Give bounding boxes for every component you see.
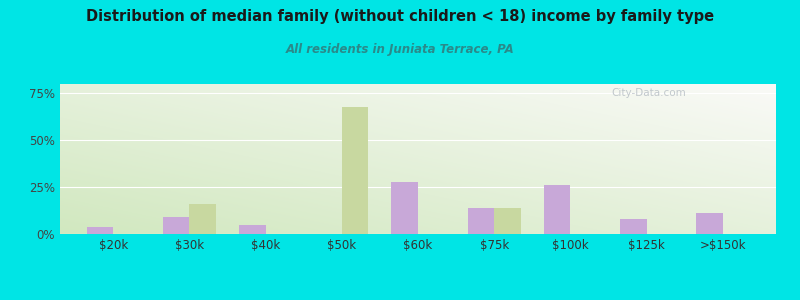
Bar bbox=[544, 185, 570, 234]
Text: Distribution of median family (without children < 18) income by family type: Distribution of median family (without c… bbox=[86, 9, 714, 24]
Bar bbox=[391, 182, 418, 234]
Bar bbox=[342, 106, 369, 234]
Bar bbox=[239, 225, 266, 234]
Bar bbox=[163, 217, 190, 234]
Bar bbox=[467, 208, 494, 234]
Text: City-Data.com: City-Data.com bbox=[611, 88, 686, 98]
Text: All residents in Juniata Terrace, PA: All residents in Juniata Terrace, PA bbox=[286, 44, 514, 56]
Bar bbox=[696, 213, 722, 234]
Bar bbox=[86, 226, 114, 234]
Bar bbox=[494, 208, 521, 234]
Bar bbox=[190, 204, 216, 234]
Bar bbox=[620, 219, 646, 234]
